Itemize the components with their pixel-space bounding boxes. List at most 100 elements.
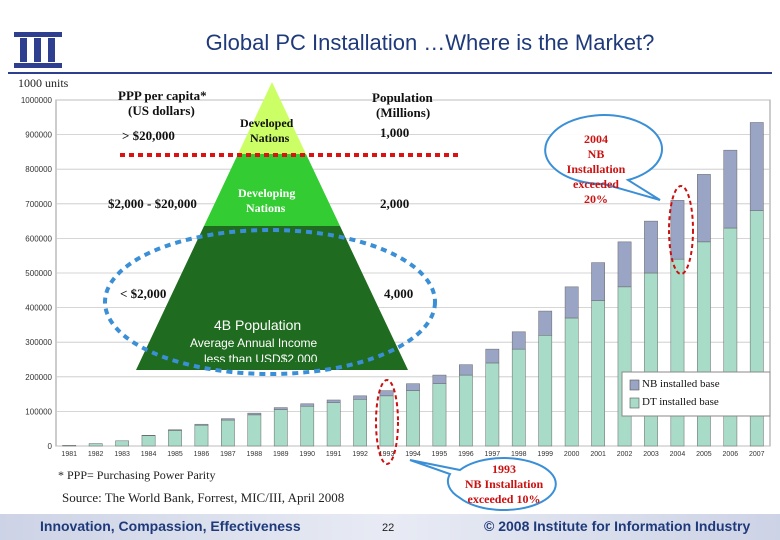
callout-1993-line1: 1993 bbox=[492, 462, 516, 476]
title-divider bbox=[8, 72, 772, 74]
bar-dt-1997 bbox=[485, 362, 500, 447]
y-tick-label: 800000 bbox=[25, 165, 52, 174]
callout-2004-line2: NB bbox=[587, 147, 605, 161]
x-tick-label: 2003 bbox=[643, 451, 659, 458]
x-tick-label: 1997 bbox=[485, 451, 501, 458]
bar-dt-1987 bbox=[221, 419, 235, 447]
bar-dt-1998 bbox=[511, 348, 526, 447]
tier1-ppp: > $20,000 bbox=[122, 128, 175, 143]
tier3-label-line3: less than USD$2,000 bbox=[204, 352, 318, 362]
y-tick-label: 500000 bbox=[25, 269, 52, 278]
bar-dt-2003 bbox=[644, 272, 658, 447]
x-tick-label: 2000 bbox=[564, 451, 580, 458]
bar-nb-1990 bbox=[300, 403, 315, 407]
bar-nb-2004 bbox=[670, 200, 685, 260]
bar-nb-2003 bbox=[644, 220, 658, 274]
tier2-label-line2: Nations bbox=[246, 201, 286, 215]
ppp-footnote: * PPP= Purchasing Power Parity bbox=[58, 468, 216, 482]
ppp-header-line1: PPP per capita* bbox=[118, 88, 207, 103]
x-tick-label: 1995 bbox=[432, 451, 448, 458]
pyramid bbox=[103, 82, 460, 376]
bar-dt-1992 bbox=[353, 399, 367, 447]
bar-dt-1988 bbox=[247, 414, 262, 447]
x-tick-label: 1994 bbox=[405, 451, 421, 458]
page-number: 22 bbox=[382, 522, 395, 534]
bar-nb-1993 bbox=[379, 390, 394, 397]
tier1-label-line1: Developed bbox=[240, 116, 294, 130]
x-tick-label: 1991 bbox=[326, 451, 342, 458]
bar-nb-2006 bbox=[723, 149, 738, 229]
highlight-2004-bar bbox=[668, 185, 694, 275]
bar-nb-2002 bbox=[617, 241, 632, 288]
tier3-ppp: < $2,000 bbox=[120, 286, 167, 301]
x-tick-label: 1996 bbox=[458, 451, 474, 458]
tier1-label-line2: Nations bbox=[250, 131, 290, 145]
callout-1993-bubble bbox=[409, 457, 557, 511]
bar-dt-1981 bbox=[62, 445, 77, 447]
footer-copyright: © 2008 Institute for Information Industr… bbox=[484, 518, 751, 534]
bar-dt-1989 bbox=[273, 409, 288, 447]
x-tick-label: 1989 bbox=[273, 451, 289, 458]
bar-dt-1983 bbox=[115, 440, 129, 447]
y-tick-label: 0 bbox=[48, 442, 53, 451]
pyramid-tier-middle bbox=[204, 154, 340, 226]
bar-dt-2002 bbox=[617, 286, 632, 447]
tier3-population: 4,000 bbox=[384, 286, 414, 301]
legend bbox=[621, 371, 771, 417]
x-tick-label: 2006 bbox=[723, 451, 739, 458]
bar-nb-1995 bbox=[432, 374, 447, 384]
y-tick-label: 400000 bbox=[25, 304, 52, 313]
callout-1993-text: 1993 NB Installation exceeded 10% bbox=[452, 462, 556, 507]
bar-dt-1991 bbox=[326, 402, 341, 447]
callout-2004-line4: exceeded 20% bbox=[573, 177, 619, 206]
legend-label-nb: NB installed base bbox=[642, 378, 720, 390]
x-tick-label: 1987 bbox=[220, 451, 236, 458]
bar-nb-1999 bbox=[538, 310, 553, 336]
bar-dt-2000 bbox=[564, 317, 579, 447]
x-tick-label: 1985 bbox=[167, 451, 183, 458]
bar-dt-1993 bbox=[379, 395, 394, 447]
x-tick-label: 1988 bbox=[247, 451, 263, 458]
x-tick-label: 1982 bbox=[88, 451, 104, 458]
bar-dt-1985 bbox=[168, 430, 182, 447]
bar-dt-1986 bbox=[194, 424, 209, 447]
callout-2004-bubble bbox=[544, 114, 663, 201]
pyramid-tier-bottom bbox=[136, 226, 408, 370]
legend-swatch-nb bbox=[629, 379, 640, 391]
bar-nb-1985 bbox=[168, 429, 182, 431]
bar-nb-1986 bbox=[194, 423, 209, 426]
x-tick-label: 1983 bbox=[114, 451, 130, 458]
page-title: Global PC Installation …Where is the Mar… bbox=[205, 30, 655, 55]
bar-nb-1997 bbox=[485, 348, 500, 364]
poor-population-highlight bbox=[103, 228, 437, 376]
units-label: 1000 units bbox=[18, 76, 69, 90]
y-tick-label: 1000000 bbox=[21, 96, 53, 105]
bar-nb-2000 bbox=[564, 286, 579, 319]
iii-logo-icon bbox=[14, 32, 62, 68]
y-tick-label: 600000 bbox=[25, 234, 52, 243]
callout-1993-line2: NB Installation bbox=[464, 477, 544, 491]
legend-box bbox=[621, 371, 771, 417]
bar-dt-2004 bbox=[670, 258, 685, 447]
tier2-population: 2,000 bbox=[380, 196, 410, 211]
bar-nb-1994 bbox=[406, 383, 420, 391]
x-tick-label: 2007 bbox=[749, 451, 765, 458]
y-tick-label: 100000 bbox=[25, 407, 52, 416]
x-tick-label: 2005 bbox=[696, 451, 712, 458]
x-tick-labels: 1981 1982 1983 1984 1985 1986 1987 1988 1989 1990… bbox=[61, 451, 764, 458]
x-tick-label: 1992 bbox=[352, 451, 368, 458]
legend-label-dt: DT installed base bbox=[642, 396, 719, 408]
tier2-ppp: $2,000 - $20,000 bbox=[108, 196, 197, 211]
tier2-label-line1: Developing bbox=[238, 186, 296, 200]
tier1-population: 1,000 bbox=[380, 125, 410, 140]
bar-nb-1996 bbox=[459, 364, 473, 376]
bar-dt-1982 bbox=[88, 443, 103, 447]
tier3-label-line2: Average Annual Income bbox=[190, 336, 318, 350]
footer-tagline: Innovation, Compassion, Effectiveness bbox=[40, 518, 301, 534]
source-note: Source: The World Bank, Forrest, MIC/III… bbox=[62, 490, 345, 505]
bar-nb-1987 bbox=[221, 418, 235, 421]
ppp-header-line2: (US dollars) bbox=[128, 103, 195, 118]
bar-nb-2001 bbox=[591, 262, 605, 301]
bar-dt-1994 bbox=[406, 390, 420, 447]
